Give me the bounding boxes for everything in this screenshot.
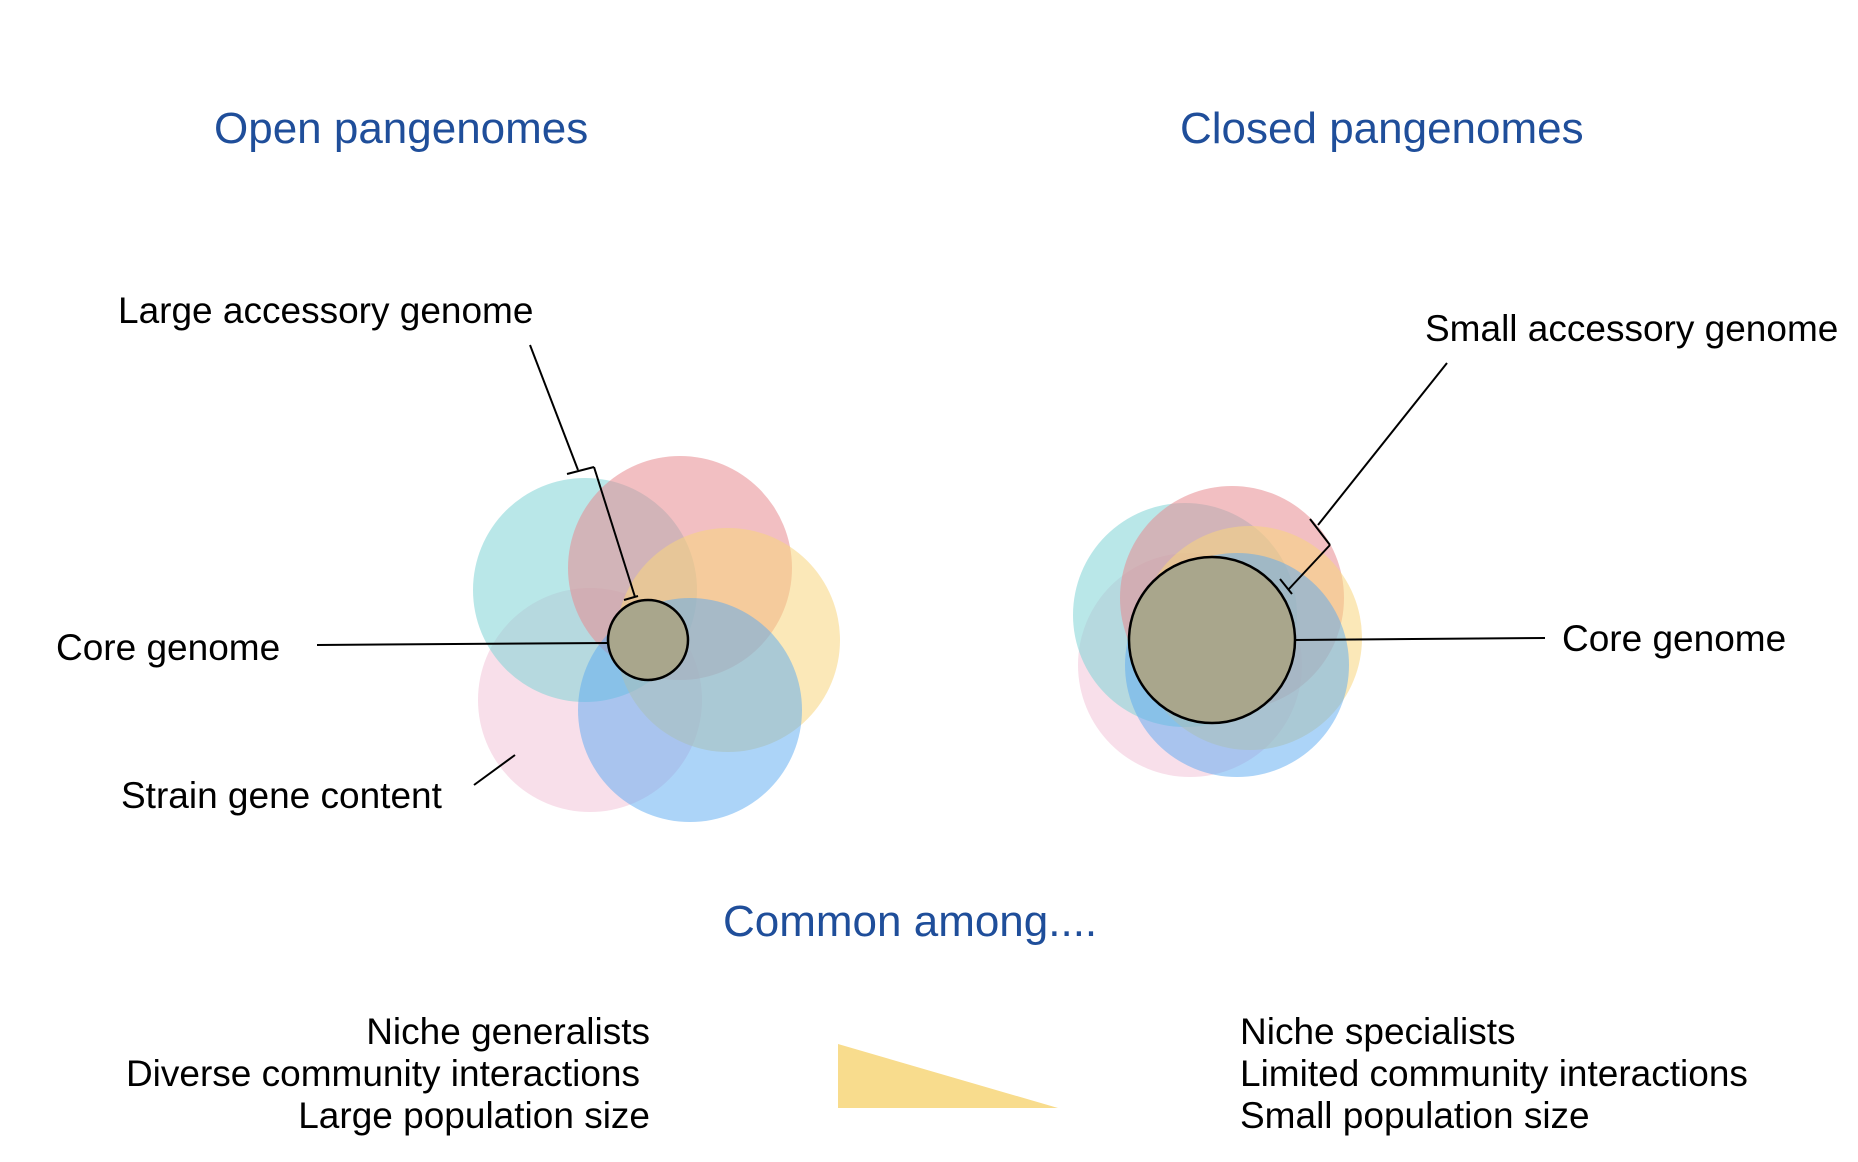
closed-pangenome-venn: [1073, 486, 1362, 777]
open-pangenomes-title: Open pangenomes: [214, 104, 589, 153]
open-trait-item: Niche generalists: [366, 1011, 650, 1052]
closed-accessory-label: Small accessory genome: [1425, 308, 1839, 349]
closed-trait-item: Limited community interactions: [1240, 1053, 1748, 1094]
open-strain-label: Strain gene content: [121, 775, 442, 816]
open-trait-item: Diverse community interactions: [125, 1053, 640, 1094]
open-accessory-leader: [529, 344, 579, 471]
closed-core-leader: [1293, 637, 1546, 641]
open-core-genome-circle: [606, 598, 690, 682]
gradient-triangle: [838, 1044, 1058, 1108]
closed-leader-lines: [1279, 362, 1546, 641]
open-trait-item: Large population size: [298, 1095, 650, 1136]
open-accessory-bracket: [593, 466, 636, 598]
closed-accessory-bracket-cap-top: [1309, 518, 1331, 546]
closed-core-genome-circle: [1127, 555, 1297, 725]
closed-accessory-bracket: [1287, 544, 1331, 591]
open-accessory-bracket-cap-top: [566, 466, 595, 475]
common-among-title: Common among....: [723, 897, 1098, 946]
open-core-label: Core genome: [56, 627, 281, 668]
open-leader-lines: [316, 344, 639, 786]
closed-trait-item: Small population size: [1240, 1095, 1590, 1136]
open-accessory-bracket-cap-bottom: [623, 595, 639, 601]
closed-pangenomes-title: Closed pangenomes: [1180, 104, 1584, 153]
closed-core-label: Core genome: [1562, 618, 1787, 659]
open-core-leader: [316, 642, 609, 646]
open-strain-leader: [473, 754, 516, 786]
closed-traits-list: Niche specialists Limited community inte…: [1240, 1011, 1748, 1137]
open-pangenome-venn: [473, 456, 840, 822]
closed-trait-item: Niche specialists: [1240, 1011, 1516, 1052]
open-traits-list: Niche generalists Diverse community inte…: [126, 1011, 650, 1137]
closed-accessory-bracket-cap-bottom: [1279, 578, 1293, 595]
open-accessory-label: Large accessory genome: [118, 290, 534, 331]
closed-accessory-leader: [1317, 362, 1448, 526]
